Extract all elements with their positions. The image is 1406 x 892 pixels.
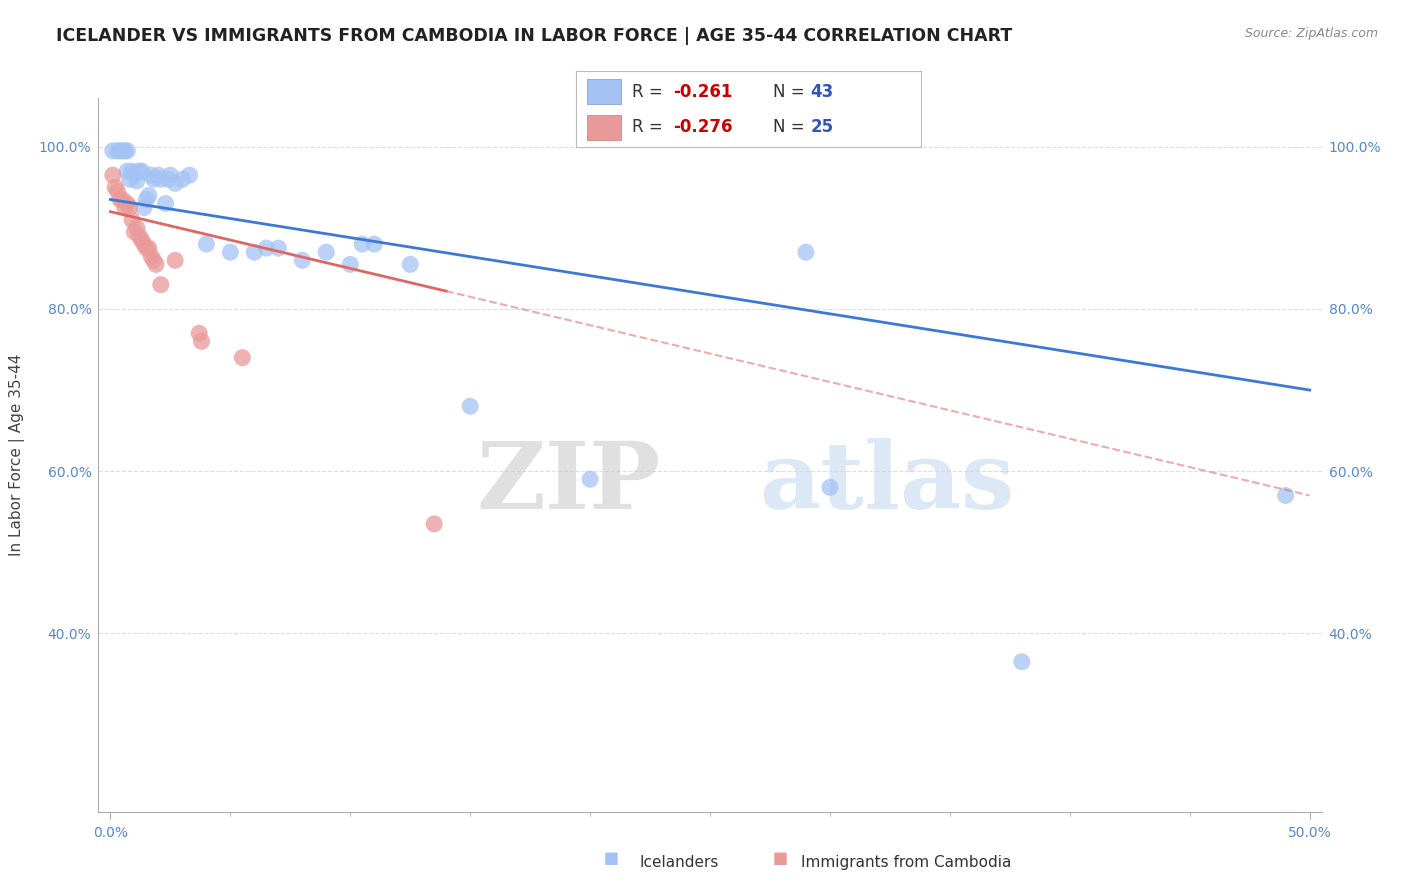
Point: [131, 233, 153, 247]
Text: R =: R =: [631, 83, 662, 101]
Point: [104, 180, 127, 194]
Text: Icelanders: Icelanders: [640, 855, 718, 870]
Point: [135, 193, 157, 207]
Point: [142, 253, 165, 268]
Point: [108, 193, 131, 207]
Point: [132, 237, 155, 252]
Text: ▪: ▪: [603, 846, 620, 870]
Point: [138, 188, 160, 202]
Point: [132, 201, 155, 215]
Point: [115, 196, 138, 211]
Point: [145, 257, 167, 271]
Y-axis label: In Labor Force | Age 35-44: In Labor Force | Age 35-44: [8, 354, 25, 556]
Point: [124, 225, 146, 239]
Point: [156, 172, 179, 186]
Text: ▪: ▪: [772, 846, 789, 870]
Point: [363, 237, 385, 252]
Point: [135, 241, 157, 255]
Point: [1274, 488, 1296, 502]
Point: [131, 164, 153, 178]
Point: [107, 185, 129, 199]
Point: [458, 399, 481, 413]
Point: [141, 249, 163, 263]
Text: atlas: atlas: [759, 439, 1014, 528]
Text: N =: N =: [773, 83, 804, 101]
Point: [254, 241, 277, 255]
Point: [114, 201, 136, 215]
Text: ICELANDER VS IMMIGRANTS FROM CAMBODIA IN LABOR FORCE | AGE 35-44 CORRELATION CHA: ICELANDER VS IMMIGRANTS FROM CAMBODIA IN…: [56, 27, 1012, 45]
Point: [165, 176, 187, 190]
Point: [101, 168, 124, 182]
Point: [579, 472, 602, 486]
Point: [138, 241, 160, 255]
Point: [159, 168, 181, 182]
Point: [339, 257, 361, 271]
Point: [165, 253, 187, 268]
Point: [1011, 655, 1033, 669]
Point: [399, 257, 422, 271]
Point: [125, 220, 148, 235]
Point: [124, 168, 146, 182]
Point: [794, 245, 817, 260]
Point: [111, 193, 134, 207]
Text: 43: 43: [811, 83, 834, 101]
Text: Source: ZipAtlas.com: Source: ZipAtlas.com: [1244, 27, 1378, 40]
Text: N =: N =: [773, 119, 804, 136]
Point: [115, 164, 138, 178]
Point: [243, 245, 266, 260]
Text: R =: R =: [631, 119, 662, 136]
Point: [142, 172, 165, 186]
Point: [315, 245, 337, 260]
Point: [291, 253, 314, 268]
Point: [190, 334, 212, 349]
Point: [188, 326, 211, 341]
Point: [179, 168, 201, 182]
Point: [114, 144, 136, 158]
Point: [101, 144, 124, 158]
Point: [118, 172, 141, 186]
Point: [149, 172, 172, 186]
Point: [128, 229, 150, 244]
Point: [149, 277, 172, 292]
Point: [115, 144, 138, 158]
Point: [148, 168, 170, 182]
Text: 25: 25: [811, 119, 834, 136]
Point: [111, 144, 134, 158]
Point: [155, 196, 177, 211]
Point: [219, 245, 242, 260]
Bar: [586, 114, 621, 140]
Point: [231, 351, 253, 365]
Text: -0.276: -0.276: [673, 119, 733, 136]
Text: -0.261: -0.261: [673, 83, 733, 101]
Point: [172, 172, 194, 186]
Point: [125, 174, 148, 188]
Point: [121, 212, 143, 227]
Point: [128, 164, 150, 178]
Point: [267, 241, 290, 255]
Point: [108, 144, 131, 158]
Point: [118, 201, 141, 215]
Point: [121, 164, 143, 178]
Point: [141, 168, 163, 182]
Text: ZIP: ZIP: [477, 439, 661, 528]
Text: Immigrants from Cambodia: Immigrants from Cambodia: [801, 855, 1012, 870]
Point: [195, 237, 218, 252]
Bar: [586, 79, 621, 104]
Point: [107, 144, 129, 158]
Point: [352, 237, 374, 252]
Point: [818, 480, 841, 494]
Point: [423, 516, 446, 531]
